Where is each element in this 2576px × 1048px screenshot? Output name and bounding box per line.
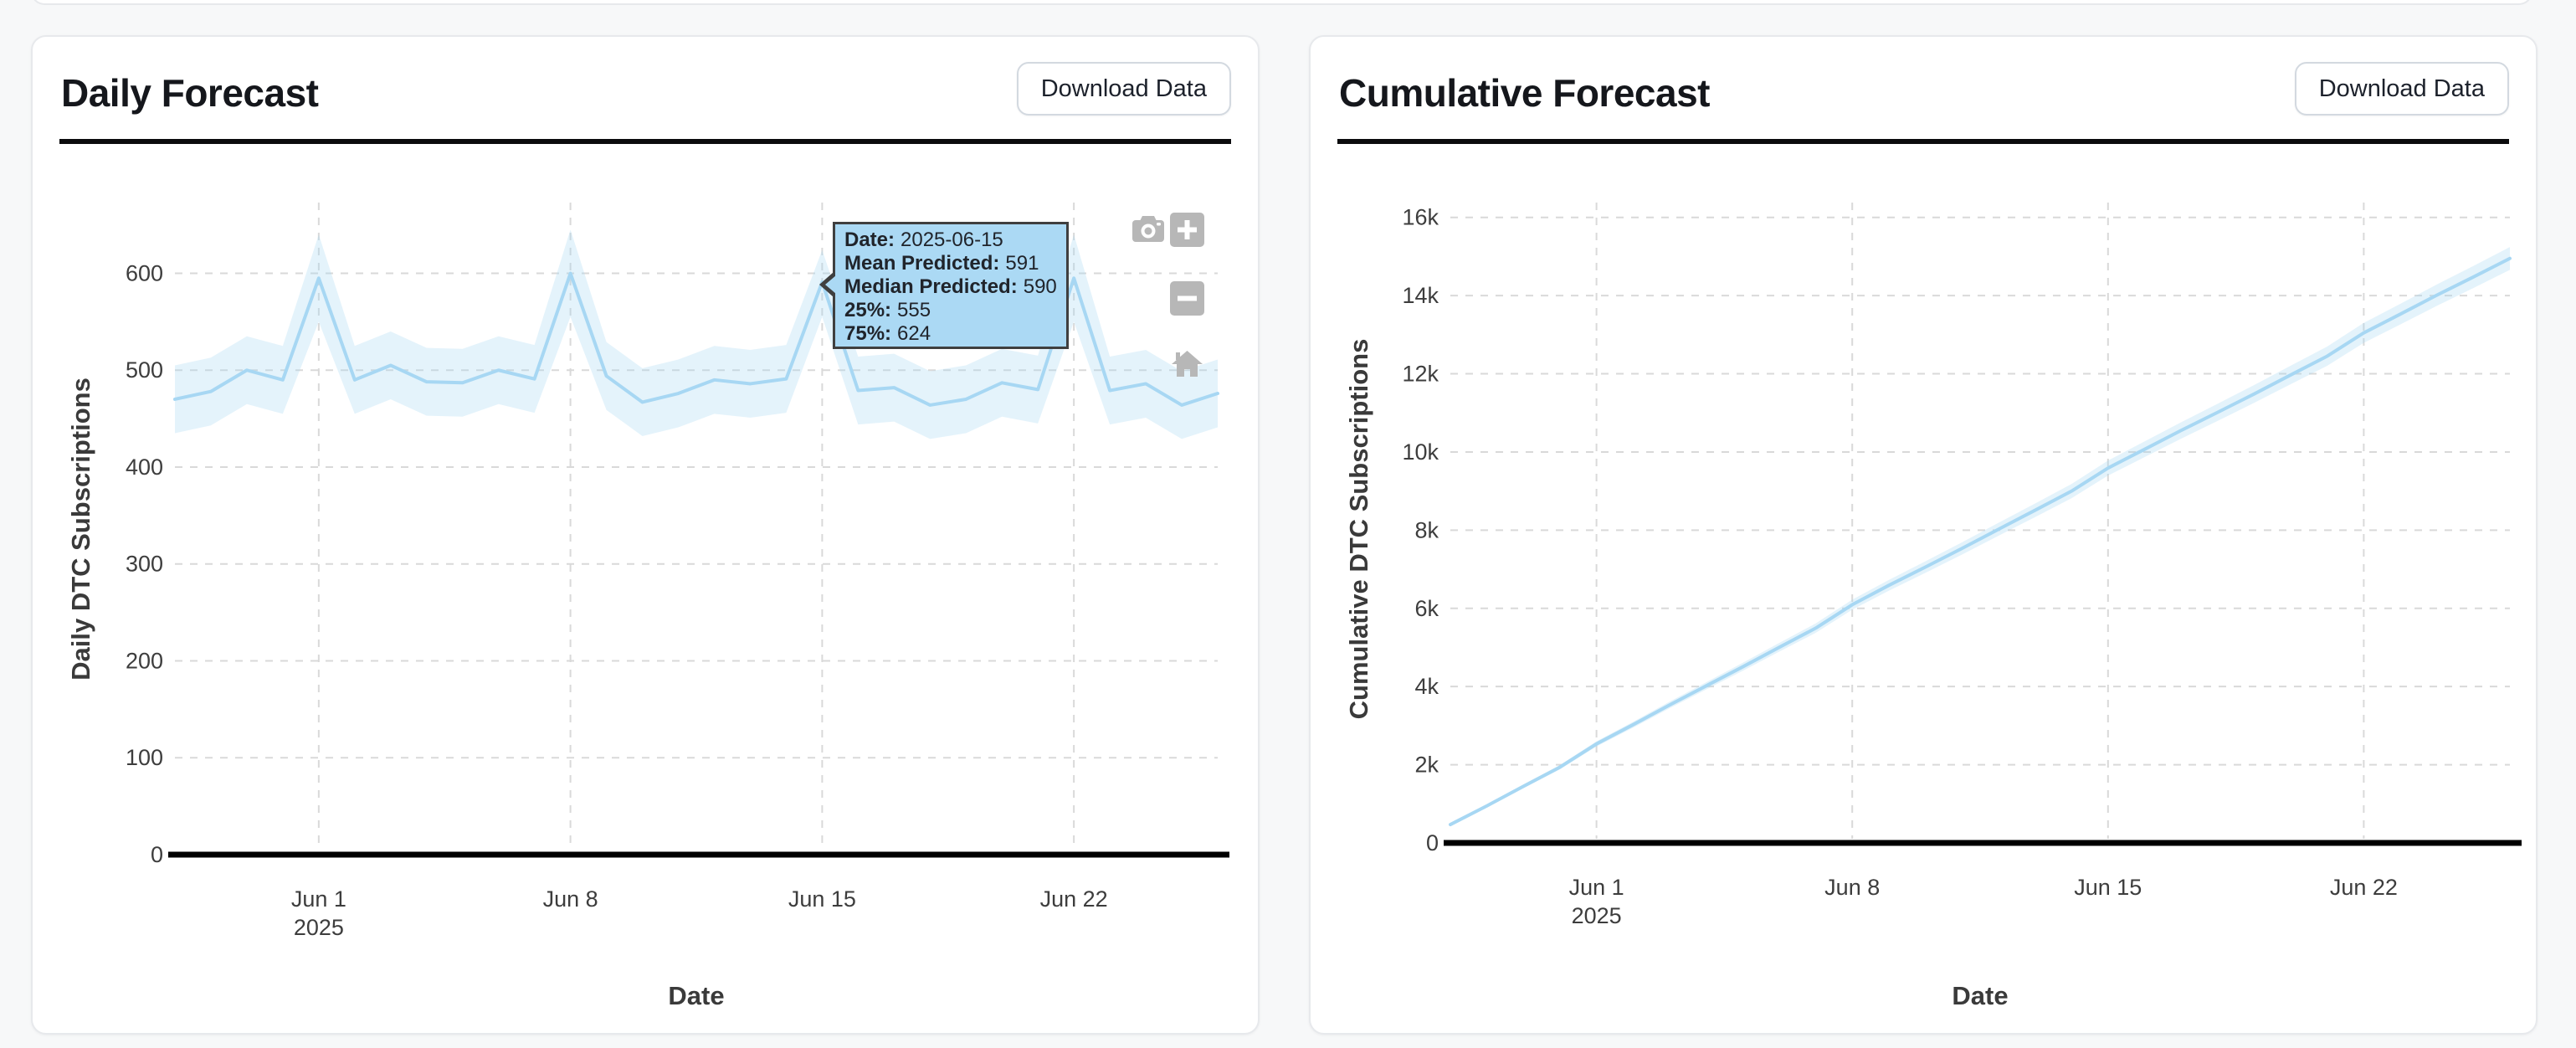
- tooltip-row: Date: 2025-06-15: [844, 229, 1003, 251]
- download-data-button[interactable]: Download Data: [1016, 62, 1231, 116]
- card-header: Cumulative Forecast Download Data: [1337, 37, 2509, 144]
- svg-text:0: 0: [1426, 830, 1439, 855]
- svg-text:400: 400: [126, 455, 163, 480]
- svg-text:100: 100: [126, 745, 163, 770]
- tooltip-row: Median Predicted: 590: [844, 275, 1057, 298]
- svg-text:200: 200: [126, 648, 163, 673]
- daily-forecast-card: Daily Forecast Download Data 0 100 200 300 4…: [31, 35, 1260, 1035]
- cumulative-forecast-plot-area[interactable]: 0 2k 4k 6k 8k 10k 12k 14k 16k Jun 1 2025 Jun 8 Jun 1…: [1311, 37, 2536, 1033]
- svg-text:10k: 10k: [1402, 439, 1439, 465]
- home-icon[interactable]: [1171, 350, 1203, 378]
- tooltip-row: 75%: 624: [844, 322, 931, 345]
- zoom-out-icon[interactable]: [1170, 281, 1204, 316]
- svg-text:2k: 2k: [1414, 753, 1439, 778]
- svg-text:Jun 15: Jun 15: [2074, 875, 2142, 900]
- y-axis-title: Daily DTC Subscriptions: [66, 378, 95, 681]
- page-title: Daily Forecast: [61, 71, 319, 115]
- svg-text:12k: 12k: [1402, 362, 1439, 387]
- download-data-button[interactable]: Download Data: [2294, 62, 2509, 116]
- zoom-in-icon[interactable]: [1170, 213, 1204, 247]
- x-axis-title: Date: [1952, 981, 2009, 1010]
- previous-card-bottom-edge: [31, 0, 2532, 5]
- card-header: Daily Forecast Download Data: [59, 37, 1231, 144]
- tooltip-row: 25%: 555: [844, 299, 931, 321]
- svg-text:Jun 8: Jun 8: [1824, 875, 1880, 900]
- x-axis-title: Date: [668, 981, 725, 1010]
- hover-tooltip: Date: 2025-06-15 Mean Predicted: 591 Media…: [819, 222, 1069, 349]
- svg-text:2025: 2025: [1572, 903, 1622, 928]
- cumulative-forecast-card: Cumulative Forecast Download Data 0 2k 4k 6…: [1309, 35, 2538, 1035]
- svg-text:2025: 2025: [294, 915, 344, 940]
- svg-text:Jun 22: Jun 22: [2330, 875, 2398, 900]
- svg-text:6k: 6k: [1414, 596, 1439, 621]
- svg-text:Jun 1: Jun 1: [291, 886, 346, 912]
- svg-text:Jun 1: Jun 1: [1569, 875, 1624, 900]
- svg-text:14k: 14k: [1402, 283, 1439, 308]
- page-title: Cumulative Forecast: [1339, 71, 1710, 115]
- svg-text:8k: 8k: [1414, 517, 1439, 542]
- tooltip-row: Mean Predicted: 591: [844, 252, 1039, 275]
- svg-text:300: 300: [126, 552, 163, 577]
- svg-text:500: 500: [126, 357, 163, 383]
- svg-text:0: 0: [151, 842, 163, 867]
- y-axis-title: Cumulative DTC Subscriptions: [1344, 338, 1373, 720]
- camera-icon[interactable]: [1131, 214, 1165, 243]
- svg-text:16k: 16k: [1402, 205, 1439, 230]
- svg-text:Jun 15: Jun 15: [788, 886, 856, 912]
- svg-text:Jun 22: Jun 22: [1040, 886, 1108, 912]
- daily-forecast-plot-area[interactable]: 0 100 200 300 400 500 600 Jun 1 2025 Jun 8 Jun 15 J…: [33, 37, 1258, 1033]
- svg-text:600: 600: [126, 260, 163, 285]
- svg-text:4k: 4k: [1414, 674, 1439, 699]
- svg-text:Jun 8: Jun 8: [543, 886, 598, 912]
